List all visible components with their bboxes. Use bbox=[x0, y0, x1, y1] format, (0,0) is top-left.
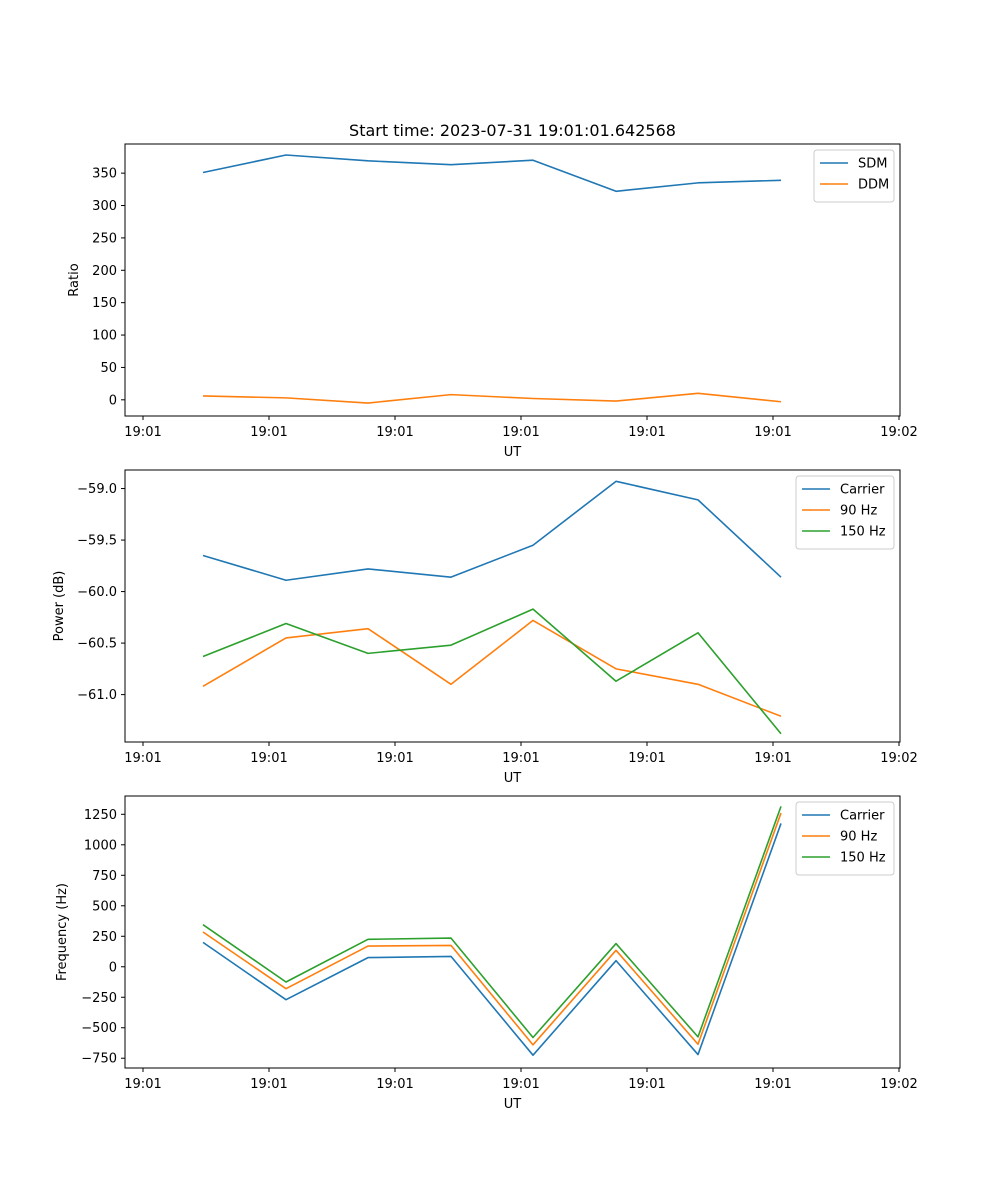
series-line-carrier bbox=[202, 480, 782, 582]
legend-label: 150 Hz bbox=[840, 525, 886, 540]
y-axis-label: Frequency (Hz) bbox=[55, 883, 70, 981]
x-tick-label: 19:01 bbox=[628, 1077, 665, 1092]
x-axis-label: UT bbox=[504, 1097, 522, 1112]
x-tick-label: 19:01 bbox=[376, 751, 413, 766]
y-tick-label: 300 bbox=[92, 199, 117, 214]
y-tick-label: 0 bbox=[109, 393, 117, 408]
axes-frame bbox=[124, 469, 901, 743]
y-tick-label: −60.0 bbox=[77, 585, 117, 600]
series-line-90-hz bbox=[202, 619, 782, 717]
y-tick-label: −59.0 bbox=[77, 482, 117, 497]
x-tick-label: 19:01 bbox=[376, 1077, 413, 1092]
x-tick-label: 19:01 bbox=[250, 425, 287, 440]
y-axis-label: Power (dB) bbox=[52, 571, 67, 642]
legend-label: SDM bbox=[858, 157, 887, 172]
y-tick-label: 250 bbox=[92, 930, 117, 945]
legend-label: 90 Hz bbox=[840, 504, 877, 519]
y-tick-label: 200 bbox=[92, 264, 117, 279]
x-tick-label: 19:01 bbox=[628, 425, 665, 440]
chart-panel-1: Start time: 2023-07-31 19:01:01.642568 19… bbox=[67, 121, 918, 460]
series-line-150-hz bbox=[202, 806, 782, 1039]
x-tick-label: 19:02 bbox=[880, 751, 917, 766]
y-tick-label: −61.0 bbox=[77, 688, 117, 703]
axes-frame bbox=[124, 795, 901, 1069]
series-line-ddm bbox=[202, 392, 782, 404]
series-line-carrier bbox=[202, 823, 782, 1056]
x-axis-label: UT bbox=[504, 771, 522, 786]
x-tick-label: 19:01 bbox=[754, 751, 791, 766]
x-tick-label: 19:01 bbox=[250, 1077, 287, 1092]
x-tick-label: 19:02 bbox=[880, 425, 917, 440]
y-tick-label: −60.5 bbox=[77, 637, 117, 652]
x-tick-label: 19:02 bbox=[880, 1077, 917, 1092]
x-tick-label: 19:01 bbox=[502, 751, 539, 766]
x-tick-label: 19:01 bbox=[502, 1077, 539, 1092]
x-tick-label: 19:01 bbox=[376, 425, 413, 440]
y-tick-label: −750 bbox=[81, 1052, 117, 1067]
y-tick-label: −59.5 bbox=[77, 534, 117, 549]
x-tick-label: 19:01 bbox=[502, 425, 539, 440]
y-tick-label: −250 bbox=[81, 991, 117, 1006]
axes-frame bbox=[124, 143, 901, 417]
legend-label: Carrier bbox=[840, 809, 885, 824]
series-line-150-hz bbox=[202, 608, 782, 735]
chart-panel-3: 19:01 19:01 19:01 19:01 19:01 19:01 19:02 UT −75… bbox=[55, 795, 918, 1112]
x-tick-label: 19:01 bbox=[124, 1077, 161, 1092]
y-tick-label: −500 bbox=[81, 1021, 117, 1036]
legend-label: Carrier bbox=[840, 483, 885, 498]
legend-label: 90 Hz bbox=[840, 830, 877, 845]
legend-label: DDM bbox=[858, 178, 889, 193]
chart-panel-2: 19:01 19:01 19:01 19:01 19:01 19:01 19:02 UT −61… bbox=[52, 469, 918, 786]
y-tick-label: 150 bbox=[92, 296, 117, 311]
y-tick-label: 1000 bbox=[84, 838, 117, 853]
x-tick-label: 19:01 bbox=[754, 425, 791, 440]
y-tick-label: 1250 bbox=[84, 808, 117, 823]
chart-title: Start time: 2023-07-31 19:01:01.642568 bbox=[349, 121, 676, 140]
series-line-90-hz bbox=[202, 812, 782, 1046]
y-tick-label: 0 bbox=[109, 960, 117, 975]
series-line-sdm bbox=[202, 154, 782, 193]
y-tick-label: 500 bbox=[92, 899, 117, 914]
y-tick-label: 50 bbox=[100, 361, 117, 376]
y-tick-label: 750 bbox=[92, 869, 117, 884]
y-axis-label: Ratio bbox=[67, 263, 82, 296]
x-tick-label: 19:01 bbox=[628, 751, 665, 766]
x-tick-label: 19:01 bbox=[124, 751, 161, 766]
y-tick-label: 250 bbox=[92, 231, 117, 246]
legend-label: 150 Hz bbox=[840, 851, 886, 866]
x-tick-label: 19:01 bbox=[250, 751, 287, 766]
x-tick-label: 19:01 bbox=[124, 425, 161, 440]
y-tick-label: 100 bbox=[92, 329, 117, 344]
y-tick-label: 350 bbox=[92, 167, 117, 182]
x-tick-label: 19:01 bbox=[754, 1077, 791, 1092]
x-axis-label: UT bbox=[504, 445, 522, 460]
